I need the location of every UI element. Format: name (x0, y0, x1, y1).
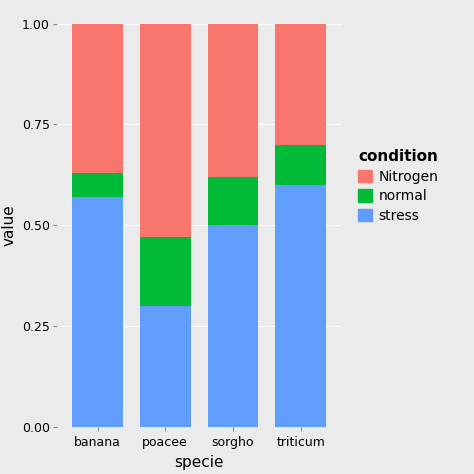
Bar (275, 145, 326, 185)
Bar (208, 225, 258, 427)
Bar (275, 24, 326, 145)
Bar (72, 197, 123, 427)
Y-axis label: value: value (1, 204, 17, 246)
Bar (275, 185, 326, 427)
Bar (140, 24, 191, 237)
Bar (140, 306, 191, 427)
X-axis label: specie: specie (174, 455, 224, 470)
Bar (72, 173, 123, 197)
Bar (140, 237, 191, 306)
Bar (208, 177, 258, 225)
Legend: Nitrogen, normal, stress: Nitrogen, normal, stress (358, 149, 438, 223)
Bar (72, 24, 123, 173)
Bar (208, 24, 258, 177)
